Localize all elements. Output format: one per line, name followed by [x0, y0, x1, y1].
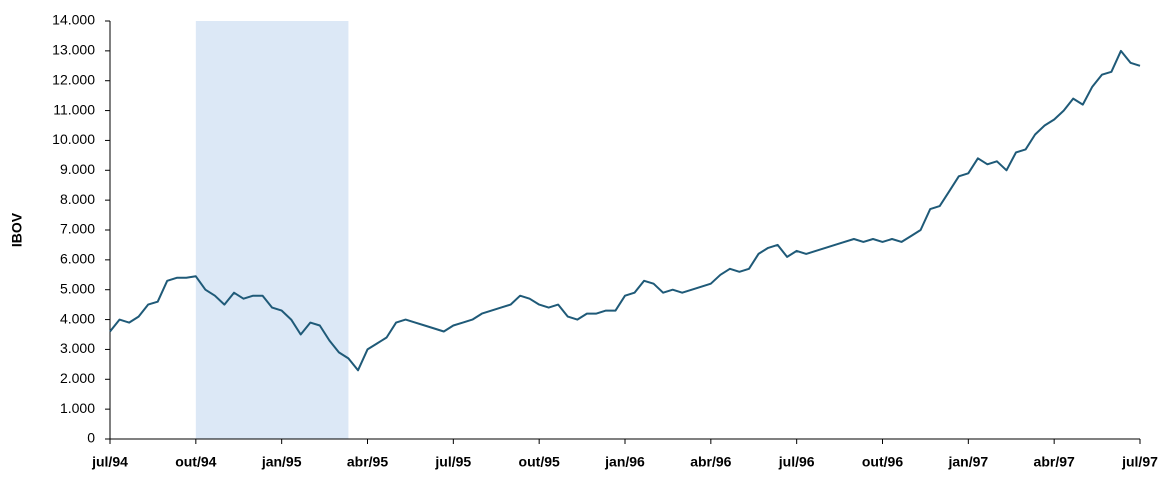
highlight-band	[195, 21, 349, 439]
x-tick-label: jan/96	[604, 454, 645, 470]
y-tick-label: 14.000	[52, 12, 95, 28]
x-tick-label: out/95	[519, 454, 560, 470]
x-tick-label: jan/95	[261, 454, 302, 470]
y-tick-label: 12.000	[52, 71, 95, 87]
y-tick-label: 5.000	[60, 280, 95, 296]
y-tick-label: 10.000	[52, 131, 95, 147]
x-tick-label: abr/97	[1034, 454, 1075, 470]
x-tick-label: jul/94	[91, 454, 128, 470]
series-line	[109, 49, 1141, 372]
y-tick-label: 6.000	[60, 251, 95, 267]
y-tick-label: 9.000	[60, 161, 95, 177]
x-tick-label: jan/97	[947, 454, 988, 470]
y-tick-label: 4.000	[60, 310, 95, 326]
x-tick-label: abr/96	[690, 454, 731, 470]
y-tick-label: 7.000	[60, 221, 95, 237]
x-tick-label: out/94	[175, 454, 216, 470]
y-tick-label: 0	[87, 430, 95, 446]
x-tick-label: jul/97	[1121, 454, 1158, 470]
x-tick-label: abr/95	[347, 454, 388, 470]
y-tick-label: 1.000	[60, 400, 95, 416]
y-tick-label: 2.000	[60, 370, 95, 386]
y-axis-label: IBOV	[9, 212, 25, 247]
y-tick-label: 13.000	[52, 42, 95, 58]
y-tick-label: 11.000	[53, 101, 95, 117]
y-tick-label: 8.000	[60, 191, 95, 207]
y-tick-label: 3.000	[60, 340, 95, 356]
x-tick-label: jul/96	[778, 454, 815, 470]
x-tick-label: jul/95	[434, 454, 471, 470]
x-tick-label: out/96	[862, 454, 903, 470]
